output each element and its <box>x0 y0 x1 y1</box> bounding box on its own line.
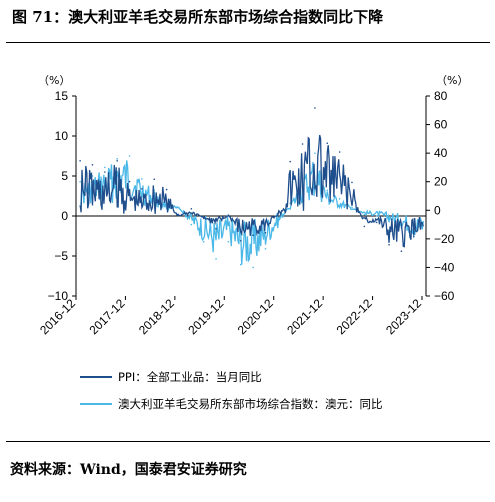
series-ppi-line-point <box>153 178 156 180</box>
series-ppi-line-point <box>363 225 366 228</box>
figure-title: 图 71：澳大利亚羊毛交易所东部市场综合指数同比下降 <box>12 8 384 26</box>
x-tick-label: 2020-12 <box>235 296 276 337</box>
series-ppi-line-point <box>79 160 81 162</box>
legend-wool-label: 澳大利亚羊毛交易所东部市场综合指数：澳元：同比 <box>118 397 383 411</box>
series-wool-line-point <box>252 266 254 269</box>
x-tick-label: 2018-12 <box>136 296 177 337</box>
right-tick-label: −60 <box>434 289 455 303</box>
series-wool-line-point <box>190 223 193 226</box>
series-wool-line-point <box>79 180 81 183</box>
x-tick-label: 2019-12 <box>185 296 226 337</box>
series-ppi-line-point <box>400 250 403 252</box>
x-tick-label: 2022-12 <box>334 296 375 337</box>
right-tick-label: 40 <box>434 146 448 160</box>
series-ppi-line-point <box>301 143 304 145</box>
right-axis-unit: （%） <box>436 74 468 87</box>
left-tick-label: 15 <box>55 89 69 103</box>
series-wool-line-point <box>375 215 378 217</box>
series-wool-line-point <box>314 152 316 154</box>
series-wool-line-point <box>202 240 205 243</box>
series-ppi-line-point <box>215 228 217 230</box>
series-ppi-line-point <box>165 188 168 191</box>
series-wool-line <box>79 160 424 265</box>
left-tick-label: 0 <box>61 209 68 223</box>
series-ppi-line-point <box>128 180 131 183</box>
series-ppi-line-point <box>388 244 390 246</box>
left-tick-label: 5 <box>61 169 68 183</box>
series-wool-line-point <box>227 240 230 243</box>
series-ppi-line-point <box>104 171 106 173</box>
left-tick-label: 10 <box>55 129 69 143</box>
source-note: 资料来源：Wind，国泰君安证券研究 <box>10 462 247 478</box>
series-ppi-line-point <box>338 151 341 153</box>
series-ppi-line-point <box>239 240 242 242</box>
series-ppi-line-point <box>202 217 205 220</box>
series-wool-line-point <box>215 258 217 260</box>
left-axis-unit: （%） <box>38 74 70 87</box>
series-ppi-line-point <box>289 160 291 163</box>
right-tick-label: 0 <box>434 203 441 217</box>
right-tick-label: 60 <box>434 118 448 132</box>
series-ppi-line-point <box>116 160 118 162</box>
series-wool-line-point <box>239 263 242 266</box>
series-wool-line-point <box>351 206 353 209</box>
series-wool-line-point <box>338 198 341 200</box>
series-wool-line-point <box>104 166 106 169</box>
series-ppi-line <box>79 134 424 248</box>
series-ppi-line-point <box>277 212 279 215</box>
series-ppi-line-point <box>314 107 316 109</box>
left-tick-label: −10 <box>48 289 69 303</box>
series-ppi-line-point <box>178 214 180 216</box>
legend-ppi-label: PPI：全部工业品：当月同比 <box>118 370 262 384</box>
series-ppi-line-point <box>227 214 230 216</box>
right-tick-label: −20 <box>434 232 455 246</box>
series-ppi-line-point <box>351 181 353 184</box>
series-wool-line-point <box>277 226 279 229</box>
x-tick-label: 2017-12 <box>87 296 128 337</box>
right-tick-label: 80 <box>434 89 448 103</box>
series-wool-line-point <box>141 178 143 180</box>
series-wool-line-point <box>178 206 180 209</box>
series-ppi-line-point <box>264 232 267 234</box>
title-rule <box>6 42 490 43</box>
series-ppi-line-point <box>375 221 378 224</box>
x-tick-label: 2021-12 <box>284 296 325 337</box>
series-wool-line-point <box>363 213 366 216</box>
series-wool-line-point <box>388 220 390 223</box>
series-ppi-line-point <box>141 188 143 190</box>
series-wool-line-point <box>128 155 131 157</box>
series-ppi-line-point <box>190 208 193 210</box>
source-rule <box>6 441 490 442</box>
series-ppi-line-point <box>91 164 94 166</box>
series-wool-line-point <box>326 189 329 192</box>
right-tick-label: 20 <box>434 175 448 189</box>
series-ppi-line-point <box>326 142 329 144</box>
series-wool-line-point <box>264 248 267 250</box>
series-ppi-line-point <box>252 234 254 236</box>
x-tick-label: 2023-12 <box>383 296 424 337</box>
right-tick-label: −40 <box>434 260 455 274</box>
series-ppi-line-point <box>412 236 415 238</box>
left-tick-label: −5 <box>54 249 68 263</box>
series-wool-line-point <box>116 158 118 160</box>
